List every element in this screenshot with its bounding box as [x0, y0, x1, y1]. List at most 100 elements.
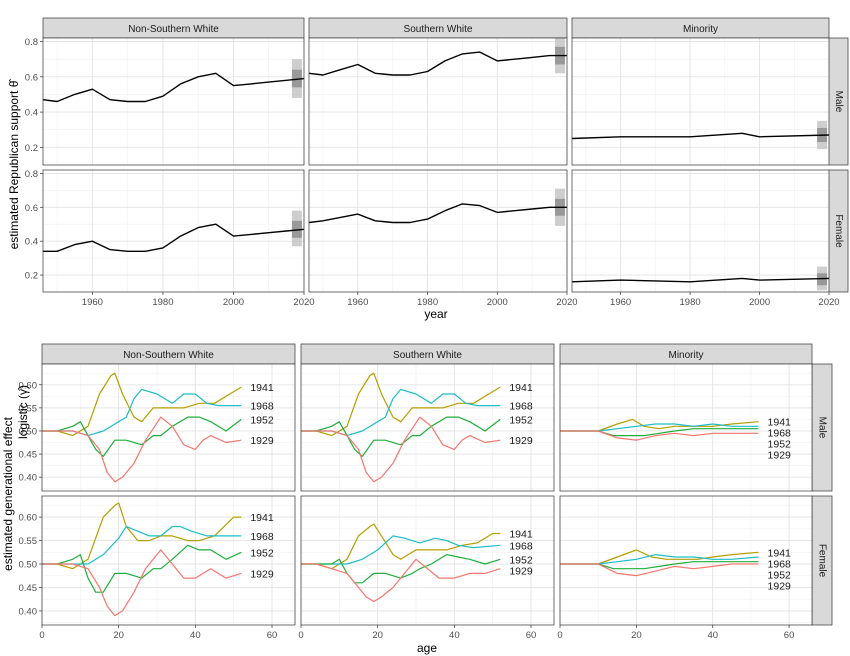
bottom-xtick-label: 40: [449, 630, 460, 641]
top-xtick-label: 2000: [749, 297, 770, 308]
bottom-ytick-label: 0.55: [19, 403, 38, 414]
top-ytick-label: 0.6: [25, 203, 38, 214]
bottom-xtick-label: 60: [784, 630, 795, 641]
top-panel-bg-0: [43, 38, 304, 165]
support-line-minority-male: [571, 132, 830, 140]
cohort-line-1941: [301, 372, 501, 437]
bottom-y-axis-title: estimated generational effect: [1, 416, 15, 571]
top-strip-label-1: Southern White: [404, 24, 473, 35]
cohort-end-label-1968: 1968: [768, 428, 792, 440]
top-xtick-label: 1960: [82, 297, 103, 308]
top-strip-label-0: Non-Southern White: [128, 24, 219, 35]
bottom-xtick-label: 40: [707, 630, 718, 641]
top-panel-border-5: [571, 169, 830, 293]
bottom-panel-border-1: [300, 363, 555, 492]
top-panel-bg-5: [572, 170, 829, 292]
bottom-ytick-label: 0.55: [19, 536, 38, 547]
cohort-line-1929: [560, 563, 759, 577]
cohort-end-label-1929: 1929: [768, 450, 792, 462]
bottom-xtick-label: 20: [113, 630, 124, 641]
top-xtick-label: 2000: [223, 297, 244, 308]
support-line-southern-white-male: [308, 51, 567, 76]
bottom-strip-label-1: Southern White: [393, 350, 462, 361]
top-panel-bg-1: [309, 38, 567, 165]
bottom-xtick-label: 40: [190, 630, 201, 641]
uncertainty-band-inner: [291, 69, 302, 88]
cohort-line-1952: [301, 416, 501, 457]
cohort-line-1952: [42, 416, 242, 457]
bottom-xtick-label: 60: [267, 630, 278, 641]
cohort-end-label-1952: 1952: [768, 569, 792, 581]
top-y-axis-title-text: estimated Republican support: [7, 87, 21, 249]
support-line-non-southern-white-male: [42, 72, 305, 103]
cohort-line-1941: [42, 372, 242, 437]
cohort-end-label-1952: 1952: [509, 554, 533, 566]
cohort-end-label-1952: 1952: [250, 547, 274, 559]
bottom-panel-border-5: [559, 495, 813, 626]
top-row-strip-label-0: Male: [833, 91, 844, 113]
top-xtick-label: 2020: [293, 297, 314, 308]
top-panel-border-1: [308, 37, 568, 166]
cohort-end-label-1929: 1929: [250, 568, 274, 580]
top-ytick-label: 0.8: [25, 37, 38, 48]
cohort-end-label-1941: 1941: [768, 547, 792, 559]
cohort-line-1929: [42, 416, 242, 483]
top-xtick-label: 1980: [152, 297, 173, 308]
cohort-end-label-1952: 1952: [250, 414, 274, 426]
cohort-end-label-1941: 1941: [509, 382, 533, 394]
bottom-xtick-label: 20: [631, 630, 642, 641]
bottom-y-axis-title-prefix: logistic: [16, 399, 30, 439]
cohort-line-1929: [301, 416, 501, 483]
bottom-panel-border-4: [300, 495, 555, 626]
bottom-ytick-label: 0.45: [19, 450, 38, 461]
top-panel-bg-4: [309, 170, 567, 292]
top-ytick-label: 0.6: [25, 72, 38, 83]
bottom-ytick-label: 0.60: [19, 513, 38, 524]
top-ytick-label: 0.2: [25, 143, 38, 154]
top-x-axis-title: year: [424, 307, 447, 321]
top-ytick-label: 0.4: [25, 237, 38, 248]
bottom-row-strip-label-1: Female: [817, 544, 828, 578]
top-strip-label-2: Minority: [683, 24, 718, 35]
cohort-end-label-1941: 1941: [250, 512, 274, 524]
bottom-panel-border-3: [41, 495, 296, 626]
cohort-end-label-1941: 1941: [509, 529, 533, 541]
cohort-end-label-1968: 1968: [509, 401, 533, 413]
top-panel-border-0: [42, 37, 305, 166]
cohort-line-1968: [42, 525, 242, 565]
top-xtick-label: 1960: [610, 297, 631, 308]
bottom-xtick-label: 0: [557, 630, 562, 641]
support-line-minority-female: [571, 277, 830, 283]
top-ytick-label: 0.4: [25, 108, 38, 119]
cohort-end-label-1929: 1929: [509, 435, 533, 447]
bottom-y-axis-title-symbol: (γ̂): [16, 385, 30, 399]
top-ytick-label: 0.2: [25, 271, 38, 282]
cohort-line-1929: [560, 430, 759, 441]
top-y-axis-title: estimated Republican support θ̂: [7, 79, 21, 250]
bottom-ytick-label: 0.40: [19, 606, 38, 617]
bottom-row-strip-label-0: Male: [817, 417, 828, 439]
top-xtick-label: 2020: [556, 297, 577, 308]
support-line-non-southern-white-female: [43, 223, 305, 253]
bottom-ytick-label: 0.45: [19, 583, 38, 594]
top-xtick-label: 1980: [680, 297, 701, 308]
top-y-axis-title-symbol: θ̂: [7, 79, 21, 88]
cohort-end-label-1968: 1968: [509, 540, 533, 552]
top-xtick-label: 1980: [417, 297, 438, 308]
cohort-end-label-1929: 1929: [768, 580, 792, 592]
cohort-line-1929: [301, 558, 501, 603]
bottom-ytick-label: 0.50: [19, 426, 38, 437]
bottom-xtick-label: 20: [372, 630, 383, 641]
bottom-ytick-label: 0.50: [19, 560, 38, 571]
cohort-line-1929: [42, 549, 242, 617]
support-line-southern-white-female: [308, 203, 567, 224]
top-panel-bg-2: [572, 38, 829, 165]
top-panel-border-2: [571, 37, 830, 166]
cohort-end-label-1968: 1968: [250, 401, 274, 413]
cohort-end-label-1929: 1929: [509, 565, 533, 577]
bottom-panel-border-2: [559, 363, 813, 492]
top-ytick-label: 0.8: [25, 169, 38, 180]
top-xtick-label: 2020: [818, 297, 839, 308]
cohort-end-label-1952: 1952: [768, 439, 792, 451]
